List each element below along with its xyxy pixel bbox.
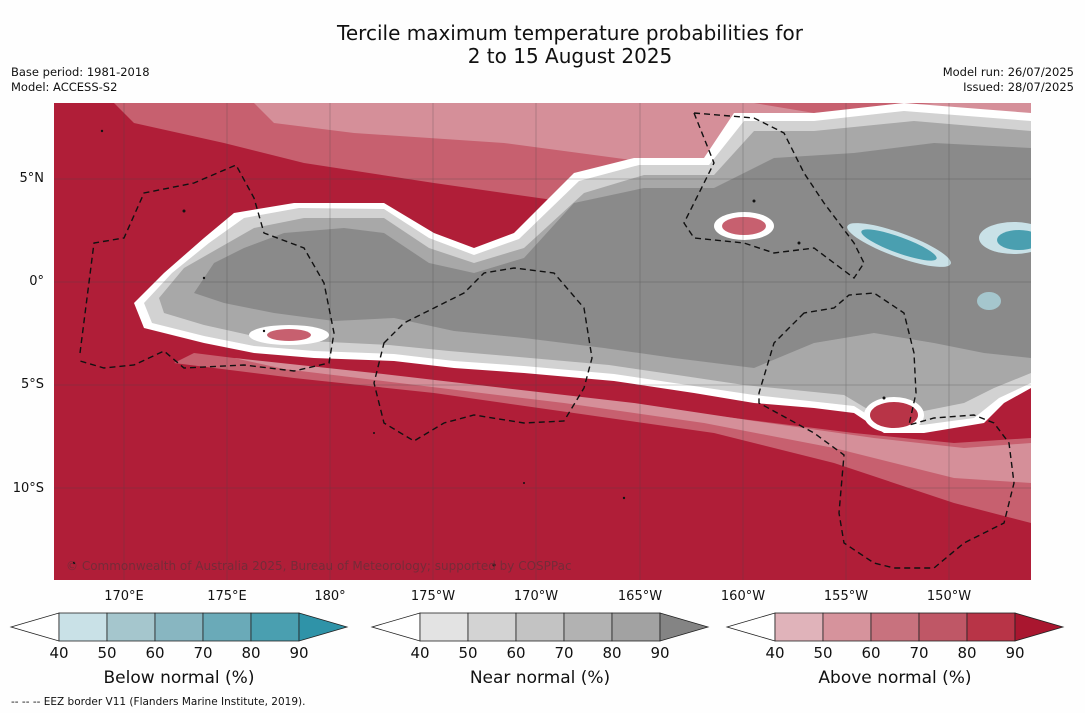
above-pocket-1-core: [722, 217, 766, 235]
colorbar-below: 40 50 60 70 80 90 Below normal (%): [9, 612, 349, 702]
lon-label-175e: 175°E: [207, 589, 247, 604]
meta-left: Base period: 1981-2018 Model: ACCESS-S2: [11, 65, 150, 95]
eez-footnote: -- -- -- EEZ border V11 (Flanders Marine…: [11, 696, 306, 708]
lon-label-180: 180°: [314, 589, 346, 604]
colorbar-below-swatches: [9, 612, 349, 642]
colorbar-near-tick: 90: [650, 644, 670, 662]
colorbar-near-tick: 40: [410, 644, 430, 662]
meta-right: Model run: 26/07/2025 Issued: 28/07/2025: [943, 65, 1074, 95]
title-line-2: 2 to 15 August 2025: [467, 44, 673, 68]
lon-label-170w: 170°W: [513, 589, 559, 604]
above-pocket-2-core: [870, 402, 918, 428]
colorbar-below-seg-2: [106, 612, 156, 642]
graticule: [54, 103, 1031, 580]
colorbar-above-title: Above normal (%): [818, 668, 972, 688]
model-name: Model: ACCESS-S2: [11, 80, 118, 94]
issued-date: Issued: 28/07/2025: [963, 80, 1074, 94]
above-normal-band-south-2: [234, 358, 1031, 483]
colorbar-near-tick: 80: [602, 644, 622, 662]
colorbar-above-tick: 70: [909, 644, 929, 662]
colorbar-above-seg-3: [870, 612, 920, 642]
colorbar-above-swatches: [725, 612, 1065, 642]
colorbar-below-tick: 90: [289, 644, 309, 662]
lon-label-175w: 175°W: [410, 589, 456, 604]
lat-label-0: 0°: [29, 274, 44, 289]
colorbar-below-seg-1: [58, 612, 108, 642]
colorbar-above-seg-4: [918, 612, 968, 642]
colorbar-below-tick: 60: [145, 644, 165, 662]
colorbar-above-extend-high: [1014, 612, 1065, 642]
probability-map: [54, 103, 1031, 580]
eez-borders: [79, 112, 1015, 569]
colorbar-above-tick: 60: [861, 644, 881, 662]
colorbar-near-tick: 70: [554, 644, 574, 662]
colorbar-near: 40 50 60 70 80 90 Near normal (%): [370, 612, 710, 702]
below-pocket-2-core: [997, 230, 1031, 250]
colorbar-near-extend-high: [659, 612, 710, 642]
colorbar-above-seg-5: [966, 612, 1016, 642]
colorbar-above-tick: 40: [765, 644, 785, 662]
colorbar-near-seg-1: [419, 612, 469, 642]
colorbar-near-tick: 50: [458, 644, 478, 662]
colorbar-above-extend-low: [725, 612, 776, 642]
lon-label-170e: 170°E: [104, 589, 144, 604]
colorbar-below-seg-4: [202, 612, 252, 642]
colorbar-above-seg-2: [822, 612, 872, 642]
colorbar-below-seg-5: [250, 612, 300, 642]
colorbar-below-tick: 80: [241, 644, 261, 662]
lat-label-5s: 5°S: [20, 377, 44, 392]
colorbar-below-ticks: 40 50 60 70 80 90: [11, 644, 347, 664]
colorbar-above-ticks: 40 50 60 70 80 90: [727, 644, 1063, 664]
base-period: Base period: 1981-2018: [11, 65, 150, 79]
colorbar-above-tick: 80: [957, 644, 977, 662]
colorbar-near-tick: 60: [506, 644, 526, 662]
colorbar-below-tick: 70: [193, 644, 213, 662]
colorbar-near-seg-3: [515, 612, 565, 642]
below-pocket-1-core: [861, 229, 937, 261]
model-run: Model run: 26/07/2025: [942, 65, 1074, 79]
colorbar-near-ticks: 40 50 60 70 80 90: [372, 644, 708, 664]
colorbar-below-extend-low: [9, 612, 60, 642]
colorbar-below-tick: 50: [97, 644, 117, 662]
lon-label-160w: 160°W: [720, 589, 766, 604]
below-pocket-3: [977, 292, 1001, 310]
colorbar-above-tick: 90: [1005, 644, 1025, 662]
lat-label-10s: 10°S: [12, 481, 44, 496]
colorbar-above: 40 50 60 70 80 90 Above normal (%): [725, 612, 1065, 702]
near-normal-pocket-inner: [267, 329, 311, 341]
islands: [72, 129, 886, 567]
chart-title: Tercile maximum temperature probabilitie…: [0, 22, 1085, 68]
title-line-1: Tercile maximum temperature probabilitie…: [337, 21, 803, 45]
lat-label-5n: 5°N: [19, 171, 45, 186]
colorbar-near-seg-2: [467, 612, 517, 642]
colorbar-above-tick: 50: [813, 644, 833, 662]
colorbar-near-seg-5: [611, 612, 661, 642]
colorbar-above-seg-1: [774, 612, 824, 642]
lon-label-165w: 165°W: [617, 589, 663, 604]
lon-label-155w: 155°W: [823, 589, 869, 604]
colorbar-near-extend-low: [370, 612, 421, 642]
colorbar-near-swatches: [370, 612, 710, 642]
colorbar-near-seg-4: [563, 612, 613, 642]
lon-label-150w: 150°W: [926, 589, 972, 604]
colorbar-below-tick: 40: [49, 644, 69, 662]
map-canvas: [54, 103, 1031, 580]
colorbar-below-seg-3: [154, 612, 204, 642]
colorbar-near-title: Near normal (%): [469, 668, 611, 688]
colorbar-below-extend-high: [298, 612, 349, 642]
copyright-notice: © Commonwealth of Australia 2025, Bureau…: [66, 559, 572, 573]
colorbar-below-title: Below normal (%): [103, 668, 255, 688]
